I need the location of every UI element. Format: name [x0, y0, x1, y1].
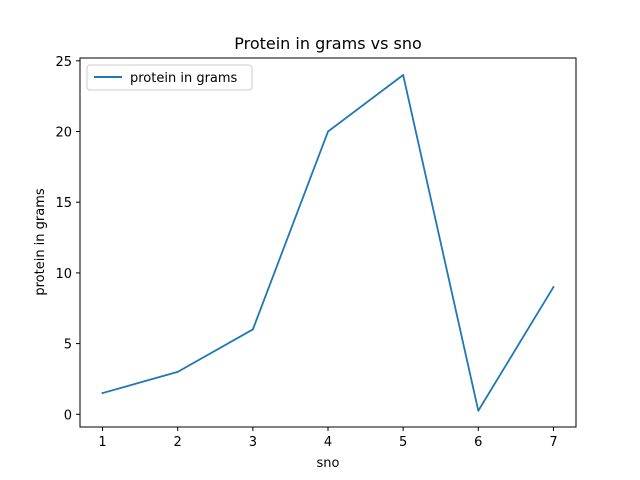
- legend-label: protein in grams: [130, 71, 238, 86]
- y-axis-label: protein in grams: [33, 188, 48, 296]
- data-point: [477, 409, 480, 412]
- y-tick-label: 20: [55, 126, 72, 141]
- x-tick-label: 3: [249, 435, 257, 450]
- x-axis-label: sno: [317, 456, 340, 471]
- series-line: [101, 74, 555, 412]
- y-tick-label: 5: [64, 338, 72, 353]
- x-tick-label: 1: [98, 435, 106, 450]
- legend-box: [86, 64, 253, 91]
- y-axis: 0 5 10 15 20 25: [55, 55, 80, 423]
- data-point: [327, 130, 329, 133]
- y-tick-label: 10: [55, 267, 72, 282]
- x-tick-label: 6: [474, 435, 482, 450]
- data-point: [176, 370, 179, 373]
- y-tick-label: 25: [55, 55, 72, 70]
- y-tick-label: 0: [64, 408, 72, 423]
- data-point: [552, 286, 555, 288]
- x-tick-label: 2: [174, 435, 182, 450]
- x-axis: 1 2 3 4 5 6 7: [98, 427, 558, 450]
- x-tick-label: 4: [324, 435, 332, 450]
- x-tick-label: 7: [549, 435, 557, 450]
- y-tick-label: 15: [55, 196, 72, 211]
- x-tick-label: 5: [399, 435, 407, 450]
- data-point: [402, 74, 405, 76]
- data-point: [251, 328, 254, 331]
- chart-title: Protein in grams vs sno: [234, 34, 422, 53]
- series-layer: [101, 74, 555, 412]
- data-point: [101, 392, 104, 394]
- legend: protein in grams: [86, 64, 253, 91]
